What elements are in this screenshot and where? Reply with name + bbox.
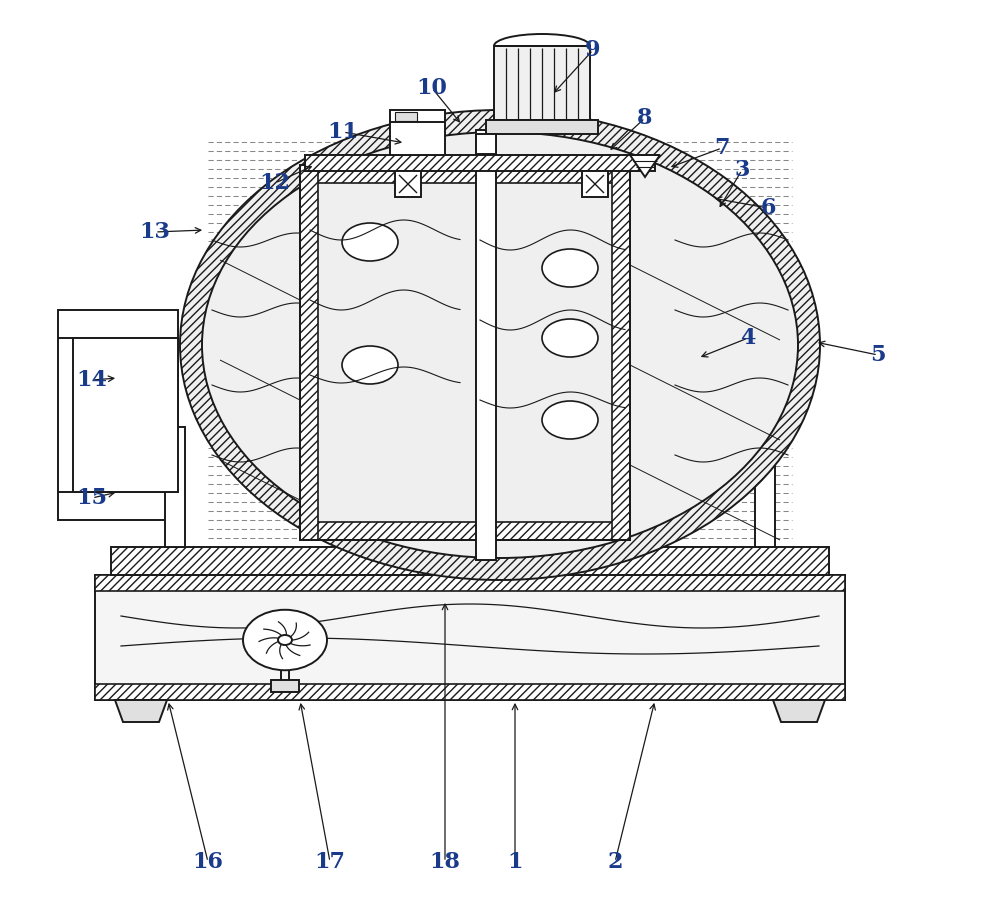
Polygon shape [773, 700, 825, 722]
Bar [395, 112, 417, 121]
Text: 13: 13 [140, 221, 170, 243]
Ellipse shape [278, 635, 292, 645]
Bar [300, 165, 630, 540]
Polygon shape [630, 155, 660, 177]
Ellipse shape [542, 401, 598, 439]
Text: 10: 10 [417, 77, 447, 99]
Text: 17: 17 [314, 851, 346, 873]
Bar [582, 171, 608, 197]
Bar [474, 492, 514, 506]
Bar [111, 547, 829, 575]
Bar [395, 171, 421, 197]
Text: 4: 4 [740, 327, 756, 349]
Text: 6: 6 [760, 197, 776, 219]
Bar [494, 46, 590, 120]
Polygon shape [115, 700, 167, 722]
Ellipse shape [342, 223, 398, 261]
Text: 2: 2 [607, 851, 623, 873]
Bar [95, 684, 845, 700]
Text: 5: 5 [870, 344, 886, 366]
Bar [474, 522, 514, 536]
Text: 16: 16 [192, 851, 224, 873]
Bar [612, 165, 630, 540]
Text: 14: 14 [77, 369, 107, 391]
Bar [95, 575, 845, 700]
Bar [476, 130, 496, 560]
Bar [474, 507, 514, 521]
Bar [300, 165, 630, 183]
Text: 8: 8 [637, 107, 653, 129]
Bar [58, 310, 178, 520]
Ellipse shape [202, 132, 798, 558]
Bar [271, 680, 299, 692]
Text: 1: 1 [507, 851, 523, 873]
Bar [390, 110, 445, 155]
Bar [486, 120, 598, 134]
Text: 15: 15 [76, 487, 108, 509]
Text: 11: 11 [328, 121, 358, 143]
Bar [95, 575, 845, 591]
Bar [755, 427, 775, 547]
Ellipse shape [180, 110, 820, 580]
Bar [476, 134, 496, 154]
Bar [305, 155, 655, 171]
Ellipse shape [542, 249, 598, 287]
Ellipse shape [342, 346, 398, 384]
Bar [300, 165, 318, 540]
Text: 7: 7 [714, 137, 730, 159]
Text: 12: 12 [260, 172, 290, 194]
Bar [73, 338, 178, 492]
Text: 9: 9 [585, 39, 601, 61]
Bar [300, 522, 630, 540]
Bar [165, 427, 185, 547]
Ellipse shape [542, 319, 598, 357]
Text: 3: 3 [734, 159, 750, 181]
Ellipse shape [243, 610, 327, 670]
Text: 18: 18 [430, 851, 460, 873]
